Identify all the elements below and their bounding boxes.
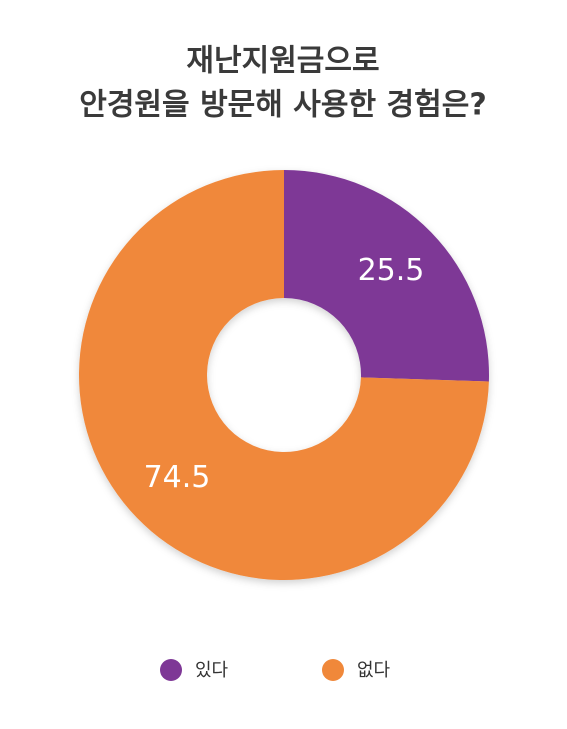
legend-label: 있다 bbox=[195, 660, 229, 681]
legend-marker bbox=[160, 659, 182, 681]
legend: 있다 없다 bbox=[160, 659, 391, 681]
value-labels: 25.5 74.5 bbox=[144, 253, 425, 495]
donut bbox=[79, 170, 489, 580]
title-line: 재난지원금으로 bbox=[186, 44, 379, 79]
value-label: 25.5 bbox=[358, 253, 425, 288]
title-line: 안경원을 방문해 사용한 경험은? bbox=[79, 88, 487, 123]
donut-slice bbox=[79, 170, 489, 580]
legend-label: 없다 bbox=[357, 660, 391, 681]
legend-marker bbox=[322, 659, 344, 681]
value-label: 74.5 bbox=[144, 460, 211, 495]
donut-slice bbox=[284, 170, 489, 382]
